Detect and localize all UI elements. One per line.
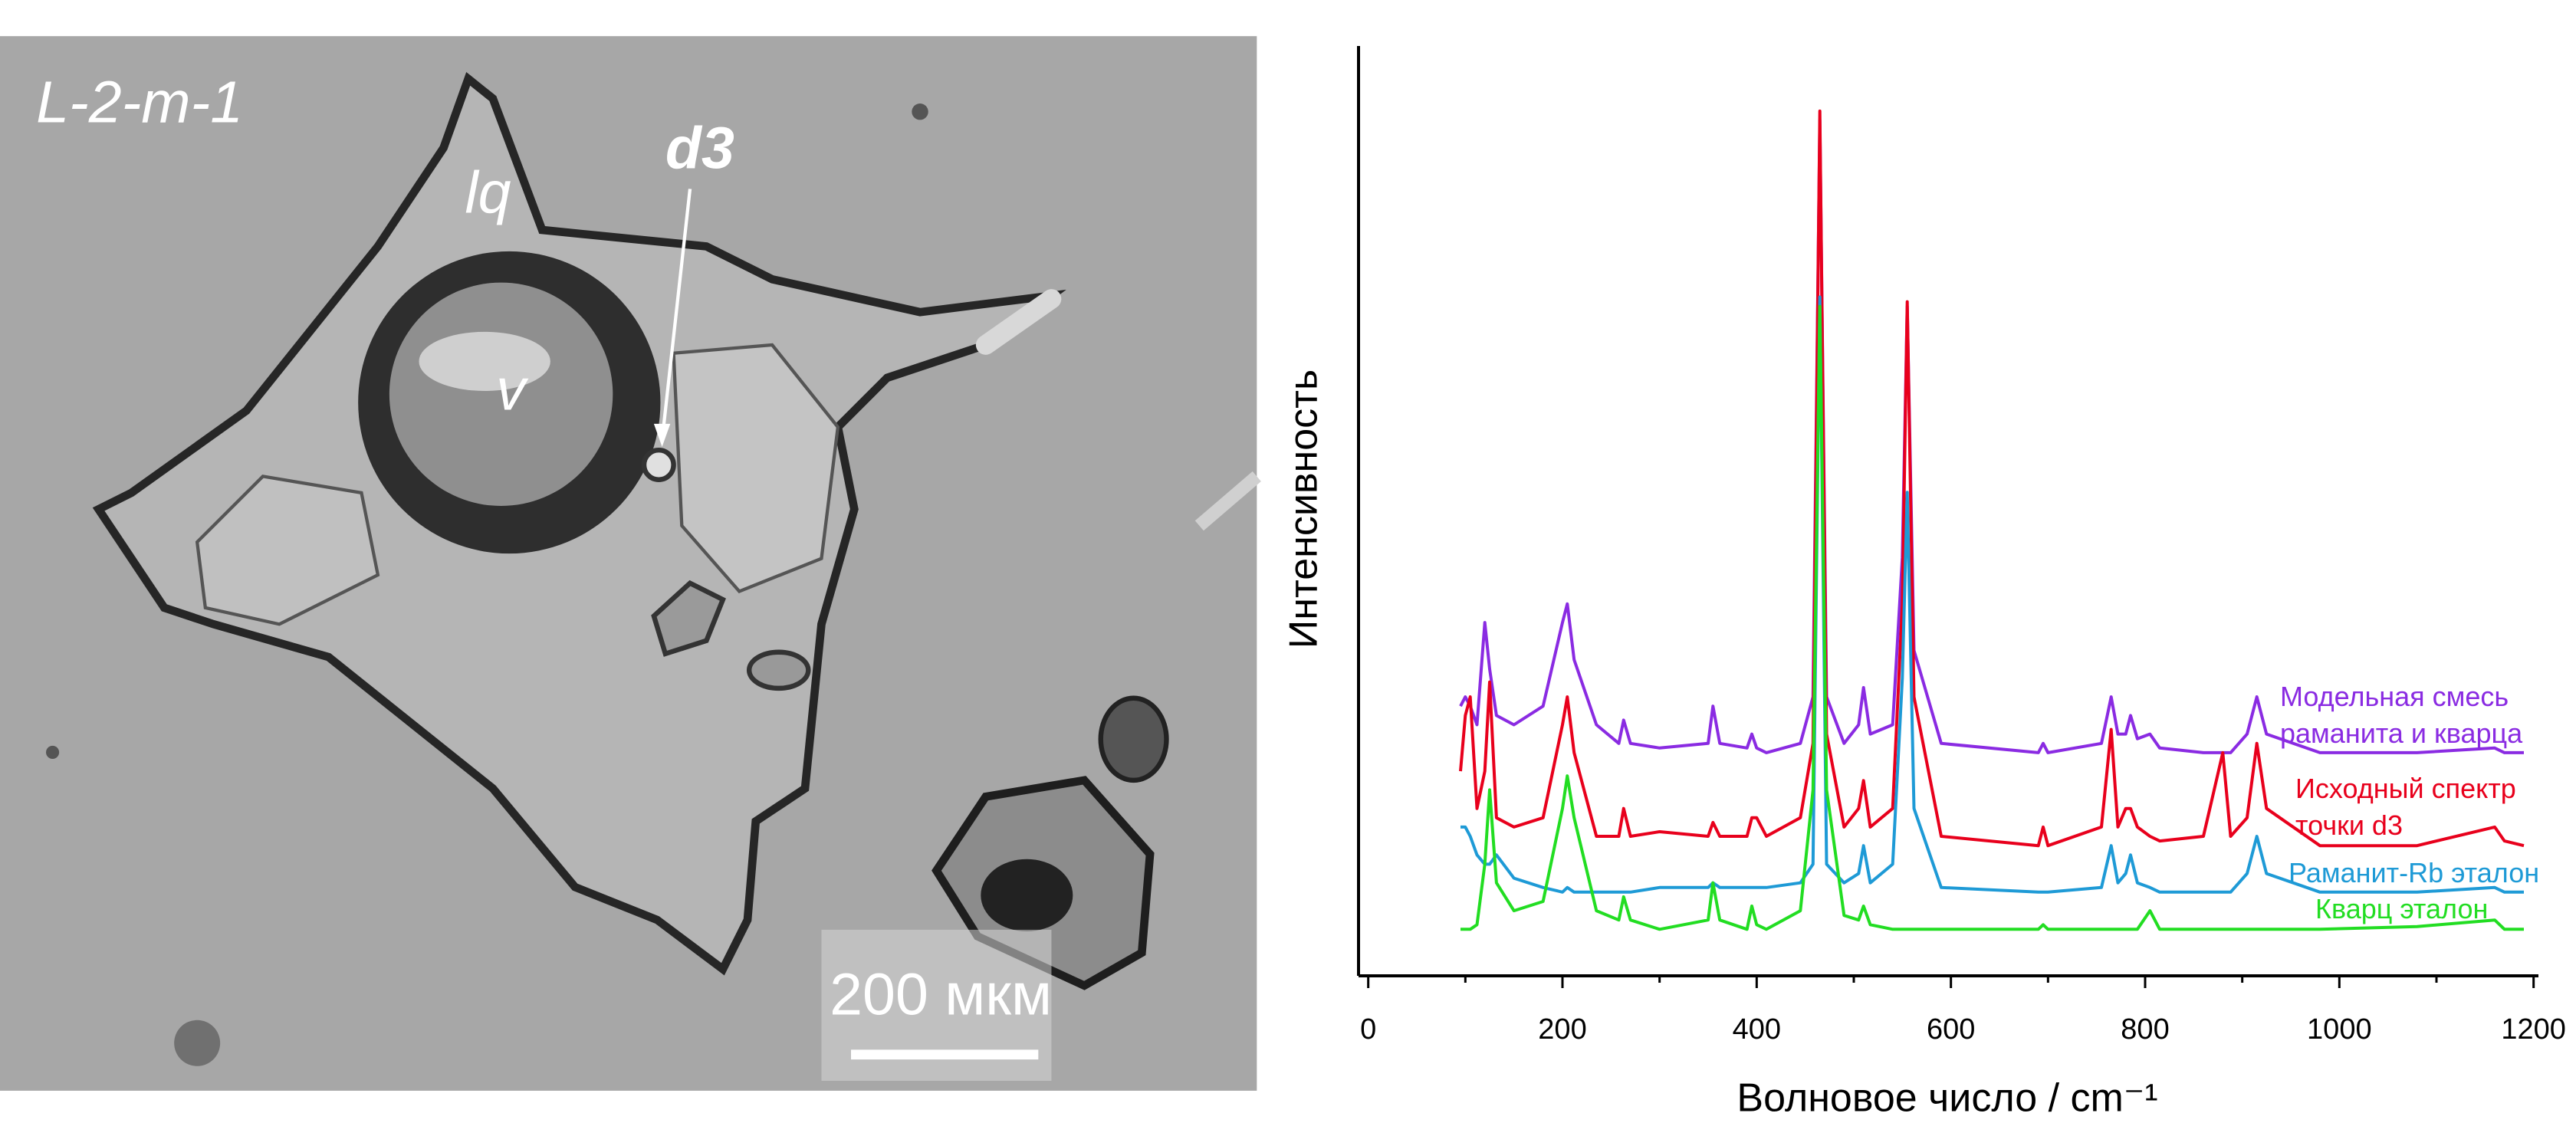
needle — [1194, 471, 1261, 531]
micrograph: L-2-m-1 lq d3 v 200 мкм — [0, 36, 1261, 1091]
d3-grain — [641, 447, 676, 482]
arrow-head — [653, 423, 671, 447]
spectrum-line — [1460, 295, 2524, 894]
spectrum-line — [1459, 119, 2524, 754]
needle — [975, 289, 1062, 355]
highlight — [419, 331, 550, 392]
crystal — [672, 343, 840, 593]
scale-label: 200 мкм — [830, 961, 1052, 1027]
spectrum-line — [1459, 109, 2525, 848]
y-axis-title: Интенсивность — [1282, 369, 1326, 649]
x-tick-label: 0 — [1360, 1013, 1376, 1046]
x-axis-title: Волновое число / cm⁻¹ — [1737, 1076, 2157, 1121]
speck — [912, 103, 928, 120]
x-tick-label: 800 — [2121, 1013, 2169, 1046]
sample-label: L-2-m-1 — [36, 70, 243, 136]
crystal — [651, 580, 726, 657]
crystal — [1098, 695, 1169, 783]
point-label: d3 — [665, 116, 734, 182]
phase-label: lq — [465, 160, 511, 226]
speck — [46, 745, 60, 760]
x-tick-label: 200 — [1538, 1013, 1586, 1046]
series-label: Исходный спектр точки d3 — [2295, 773, 2516, 841]
x-tick-label: 600 — [1927, 1013, 1975, 1046]
phase-label: v — [496, 357, 529, 423]
series-label: Раманит-Rb эталон — [2288, 857, 2540, 888]
spectrum-chart: Волновое число / cm⁻¹ Интенсивность 0 200… — [1282, 46, 2566, 1121]
series-label: Модельная смесь раманита и кварца — [2280, 681, 2523, 749]
arrow — [660, 189, 692, 441]
x-tick-label: 400 — [1733, 1013, 1781, 1046]
x-tick-label: 1000 — [2307, 1013, 2372, 1046]
speck — [174, 1020, 221, 1066]
crystal — [746, 649, 811, 691]
bubble-2 — [981, 859, 1073, 932]
x-tick-label: 1200 — [2501, 1013, 2566, 1046]
crystal — [195, 474, 380, 626]
spectrum-line — [1460, 304, 2524, 931]
series-label: Кварц эталон — [2315, 893, 2489, 924]
